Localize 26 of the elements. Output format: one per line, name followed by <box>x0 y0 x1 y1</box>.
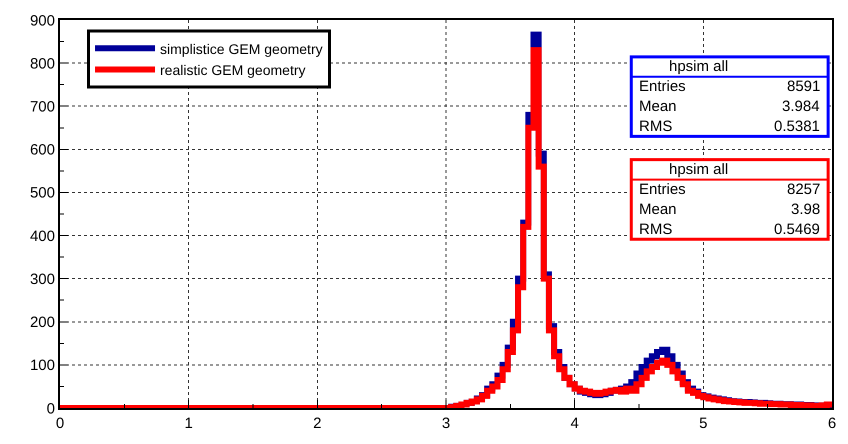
annotation: hpsim all <box>669 58 728 75</box>
y-tick-label: 300 <box>30 270 55 288</box>
y-tick-label: 600 <box>30 142 55 159</box>
text: RMS 0.5469 <box>639 221 820 238</box>
x-tick-label: 3 <box>442 415 450 432</box>
y-tick-label: 800 <box>30 55 55 72</box>
y-tick-label: 200 <box>30 314 55 332</box>
y-tick-label: 500 <box>30 184 55 202</box>
text: RMS 0.5381 <box>639 118 820 135</box>
x-tick-label: 4 <box>570 415 579 432</box>
x-tick-label: 1 <box>184 415 193 432</box>
y-tick-label: 100 <box>30 357 55 374</box>
annotation: hpsim all <box>669 161 728 178</box>
legend-label: simplistice GEM geometry <box>160 40 323 57</box>
legend-label: realistic GEM geometry <box>160 62 306 78</box>
x-tick-label: 2 <box>313 415 322 432</box>
y-tick-label: 400 <box>30 228 55 245</box>
text: Entries 8257 <box>639 181 820 198</box>
text: Mean 3.98 <box>639 201 820 218</box>
text: Mean 3.984 <box>639 98 820 115</box>
y-tick-label: 700 <box>30 98 55 116</box>
y-tick-label: 0 <box>46 400 55 418</box>
x-tick-label: 5 <box>699 415 708 432</box>
x-tick-label: 6 <box>828 415 836 432</box>
text: Entries 8591 <box>639 78 820 95</box>
y-tick-label: 900 <box>30 12 55 30</box>
